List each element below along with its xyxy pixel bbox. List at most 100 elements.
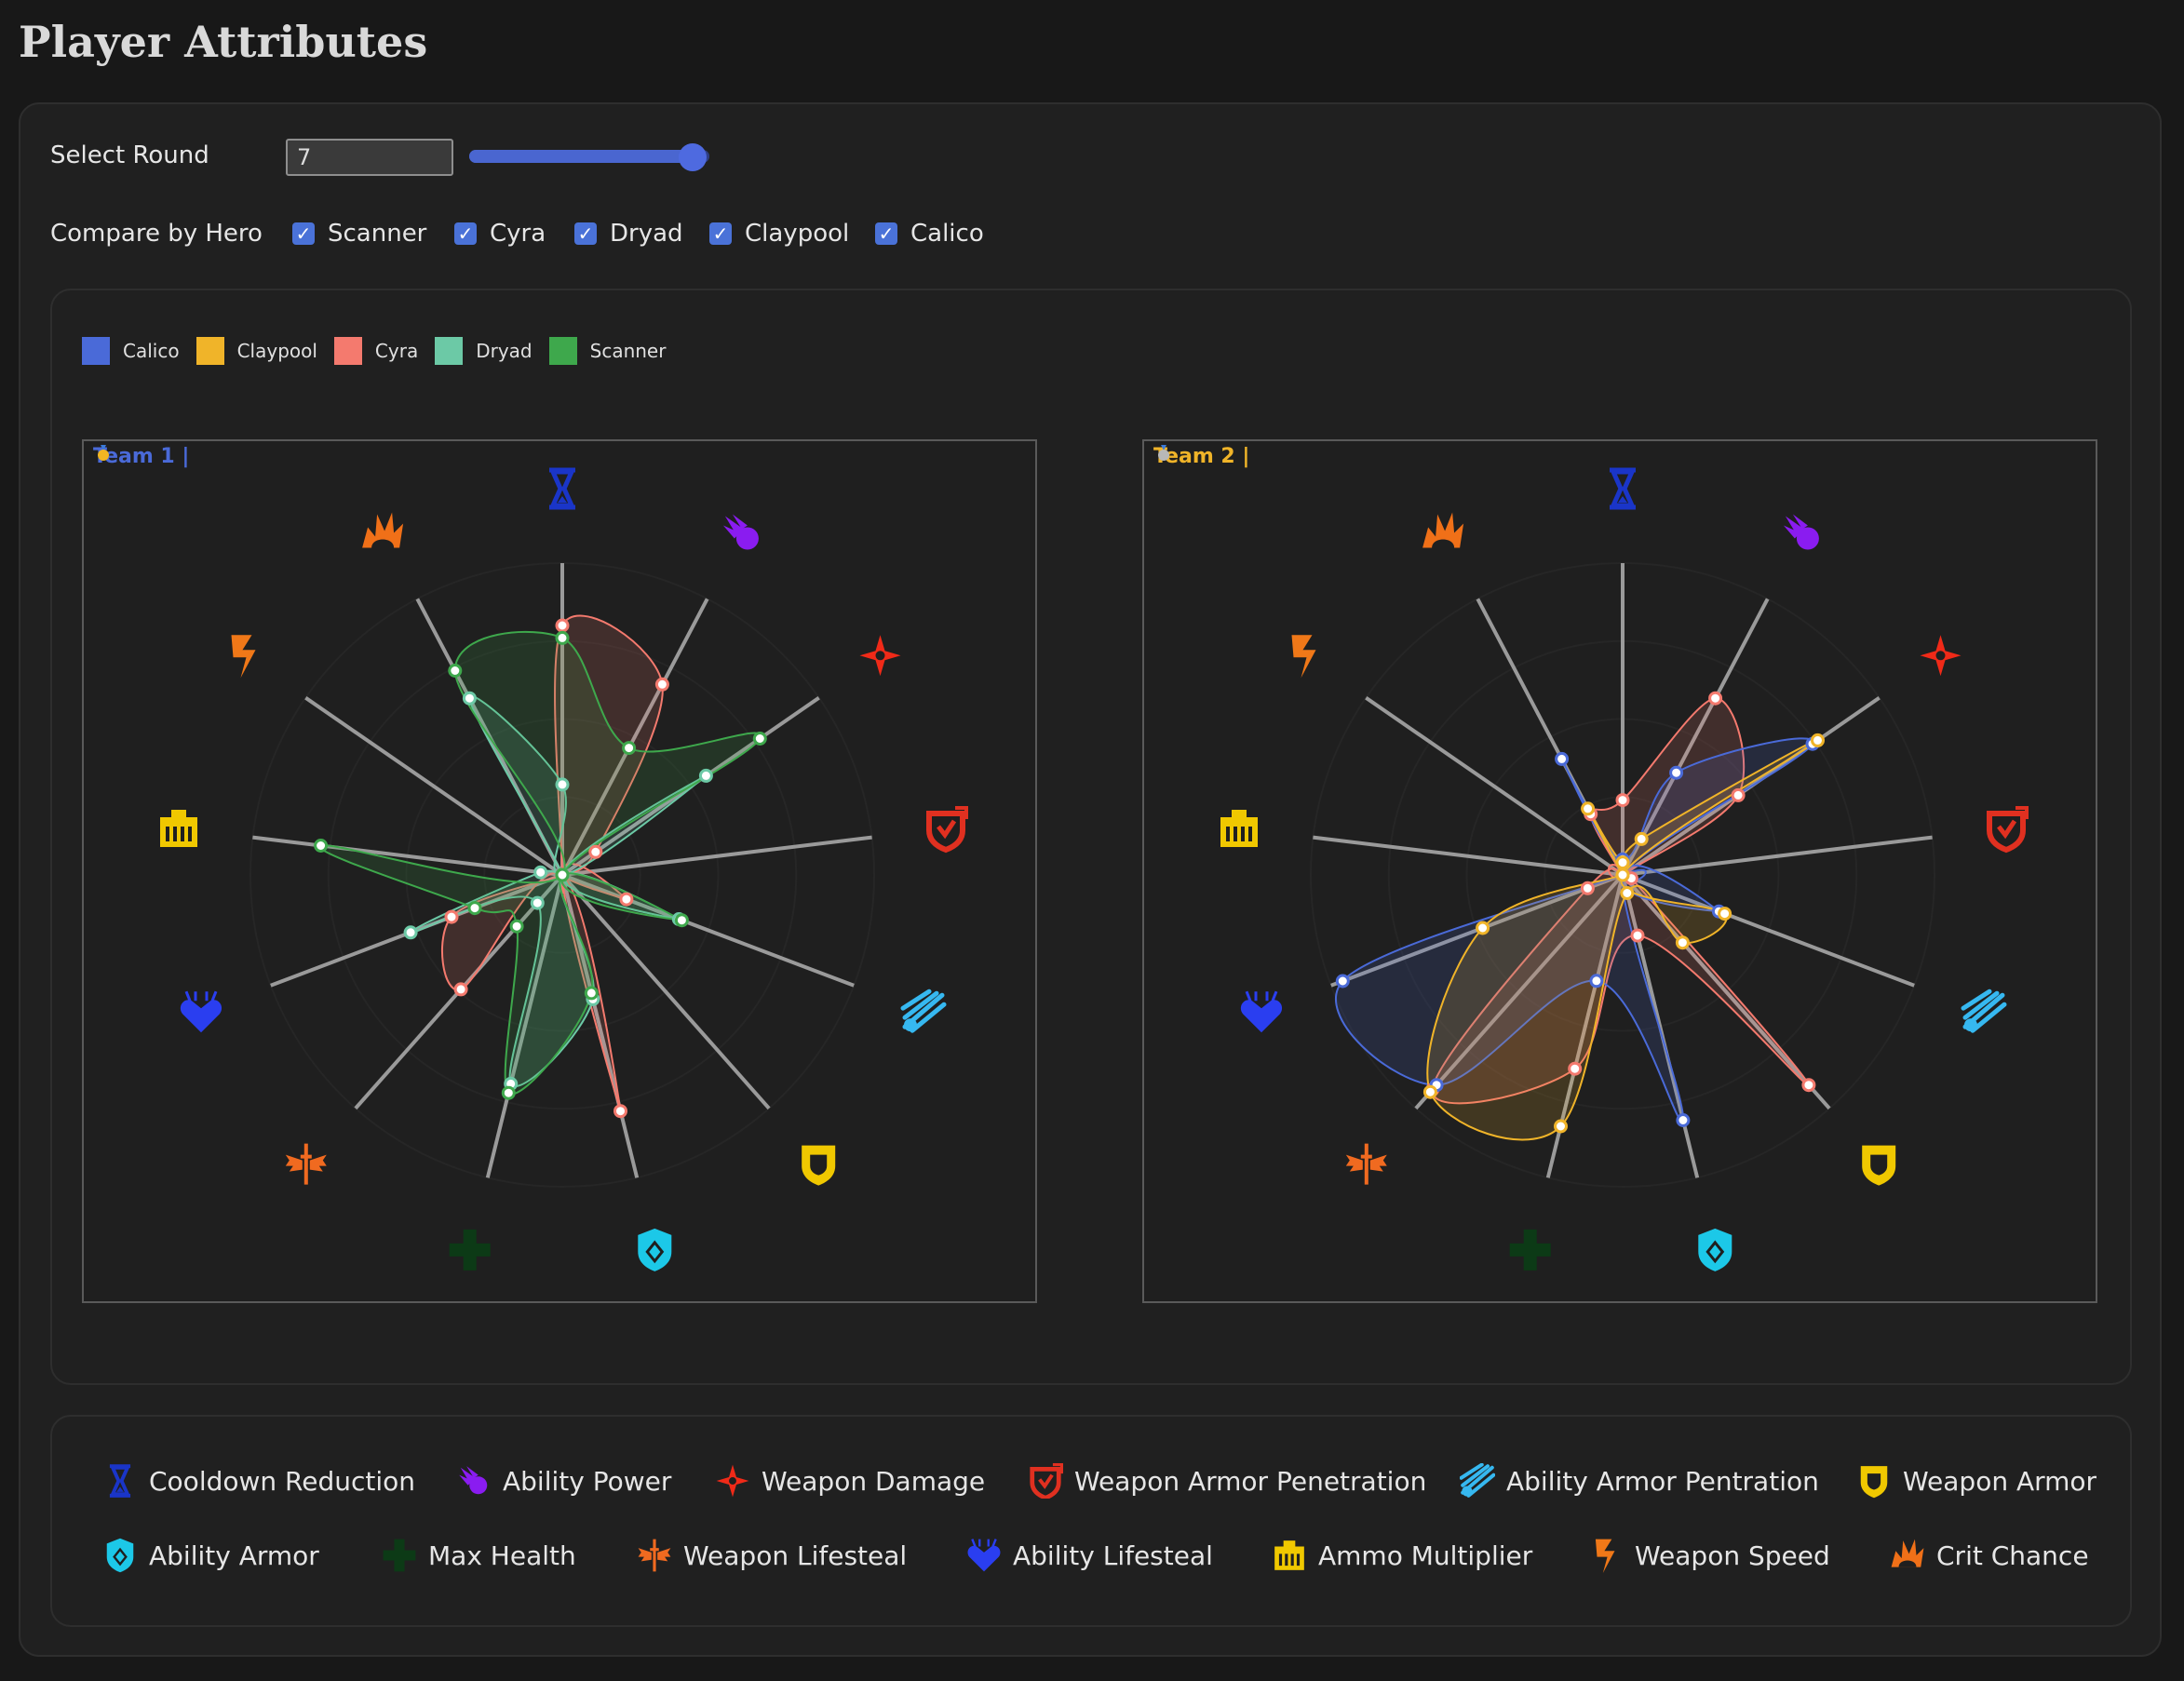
series-point-dryad[interactable] — [530, 895, 545, 910]
series-point-calico[interactable] — [1589, 974, 1604, 988]
series-point-cyra[interactable] — [1708, 691, 1723, 706]
series-point-claypool[interactable] — [1422, 1084, 1437, 1099]
series-point-cyra[interactable] — [1580, 881, 1595, 895]
hero-checkbox-calico[interactable]: ✓ Calico — [875, 220, 984, 248]
burst-icon — [1460, 1463, 1495, 1498]
radar-axis-line — [1313, 835, 1624, 877]
series-point-claypool[interactable] — [1615, 867, 1630, 882]
series-point-claypool[interactable] — [1718, 907, 1732, 921]
series-point-scanner[interactable] — [314, 839, 329, 853]
series-point-claypool[interactable] — [1620, 886, 1635, 900]
series-point-cyra[interactable] — [453, 982, 468, 997]
pierced-shield-icon — [926, 806, 968, 854]
series-point-scanner[interactable] — [622, 741, 637, 756]
heart-icon — [1240, 990, 1283, 1033]
series-point-calico[interactable] — [1676, 1113, 1691, 1127]
series-point-cyra[interactable] — [1568, 1061, 1583, 1076]
series-point-claypool[interactable] — [1581, 801, 1596, 816]
checkbox-checked-icon[interactable]: ✓ — [454, 222, 477, 245]
team-title-text: Team 1 | — [93, 445, 190, 468]
key-item: Cooldown Reduction — [102, 1463, 415, 1499]
key-item: Ability Power — [456, 1463, 671, 1499]
checkbox-checked-icon[interactable]: ✓ — [875, 222, 897, 245]
radar-axis-line — [561, 835, 872, 877]
key-item: Weapon Speed — [1588, 1538, 1830, 1573]
series-point-dryad[interactable] — [462, 691, 477, 706]
series-point-claypool[interactable] — [1476, 921, 1490, 935]
radar-axis-line — [1621, 598, 1770, 876]
radar-axis-line — [252, 835, 563, 877]
legend-label: Calico — [123, 340, 180, 362]
series-point-cyra[interactable] — [1630, 928, 1645, 943]
hero-checkbox-scanner[interactable]: ✓ Scanner — [292, 220, 426, 248]
heart-icon — [180, 990, 222, 1033]
key-item-label: Ammo Multiplier — [1318, 1540, 1533, 1571]
key-item: Weapon Damage — [715, 1463, 985, 1499]
series-point-dryad[interactable] — [533, 865, 548, 880]
series-point-calico[interactable] — [1669, 765, 1684, 780]
series-point-claypool[interactable] — [1675, 935, 1690, 950]
series-area-calico — [1335, 737, 1814, 1123]
series-point-cyra[interactable] — [613, 1104, 627, 1119]
series-point-cyra[interactable] — [1615, 793, 1630, 808]
heart-icon — [967, 1539, 1001, 1572]
series-point-dryad[interactable] — [698, 768, 713, 783]
series-point-claypool[interactable] — [1554, 1119, 1568, 1134]
series-point-scanner[interactable] — [555, 630, 570, 645]
key-item-label: Ability Armor Pentration — [1506, 1465, 1819, 1497]
series-point-calico[interactable] — [1335, 974, 1350, 988]
hero-checkbox-cyra[interactable]: ✓ Cyra — [454, 220, 546, 248]
checkbox-checked-icon[interactable]: ✓ — [709, 222, 732, 245]
legend-label: Dryad — [476, 340, 533, 362]
hero-checkbox-claypool[interactable]: ✓ Claypool — [709, 220, 849, 248]
series-point-dryad[interactable] — [403, 925, 418, 940]
winged-sword-icon — [638, 1539, 671, 1572]
series-point-claypool[interactable] — [1811, 733, 1825, 747]
series-point-dryad[interactable] — [555, 777, 570, 792]
series-point-scanner[interactable] — [448, 664, 463, 678]
pierced-shield-icon — [1987, 806, 2029, 854]
burst-icon — [1961, 988, 2007, 1033]
key-item-label: Ability Power — [503, 1465, 672, 1497]
legend-item-scanner[interactable]: Scanner — [548, 337, 667, 365]
legend-item-dryad[interactable]: Dryad — [435, 337, 533, 365]
series-point-cyra[interactable] — [1801, 1078, 1816, 1093]
legend-item-calico[interactable]: Calico — [82, 337, 180, 365]
legend-item-cyra[interactable]: Cyra — [333, 337, 418, 365]
series-point-scanner[interactable] — [555, 867, 570, 882]
series-point-claypool[interactable] — [1634, 831, 1649, 846]
series-point-cyra[interactable] — [444, 909, 459, 924]
series-point-cyra[interactable] — [1731, 787, 1746, 802]
series-point-scanner[interactable] — [501, 1085, 516, 1100]
checkbox-checked-icon[interactable]: ✓ — [574, 222, 597, 245]
comet-icon — [722, 514, 759, 550]
series-point-claypool[interactable] — [1615, 855, 1630, 870]
team-title-text: Team 2 | — [1153, 445, 1250, 468]
checkbox-checked-icon[interactable]: ✓ — [292, 222, 315, 245]
series-point-calico[interactable] — [1555, 751, 1570, 766]
hero-checkbox-dryad[interactable]: ✓ Dryad — [574, 220, 683, 248]
round-input[interactable] — [286, 139, 453, 176]
key-item: Weapon Lifesteal — [637, 1538, 907, 1573]
round-slider-track[interactable] — [469, 150, 709, 163]
shuriken-icon — [859, 635, 901, 677]
legend-item-claypool[interactable]: Claypool — [195, 337, 317, 365]
team-2-title: Team 2 | — [1153, 445, 1249, 468]
series-point-scanner[interactable] — [584, 986, 599, 1001]
series-point-cyra[interactable] — [588, 844, 603, 859]
radar-axis-line — [485, 874, 564, 1178]
series-point-cyra[interactable] — [654, 677, 669, 692]
key-item-label: Weapon Damage — [762, 1465, 986, 1497]
series-point-cyra[interactable] — [555, 618, 570, 633]
series-point-scanner[interactable] — [467, 901, 482, 916]
legend-swatch — [82, 337, 110, 365]
round-slider-thumb[interactable] — [678, 143, 707, 171]
radar-plot — [1220, 467, 2029, 1271]
series-point-scanner[interactable] — [509, 919, 524, 934]
series-point-cyra[interactable] — [619, 892, 634, 907]
legend-label: Scanner — [589, 340, 667, 362]
series-point-scanner[interactable] — [674, 913, 689, 928]
key-item: Max Health — [382, 1538, 576, 1573]
ammo-box-icon — [1274, 1540, 1304, 1570]
series-point-scanner[interactable] — [752, 732, 767, 746]
